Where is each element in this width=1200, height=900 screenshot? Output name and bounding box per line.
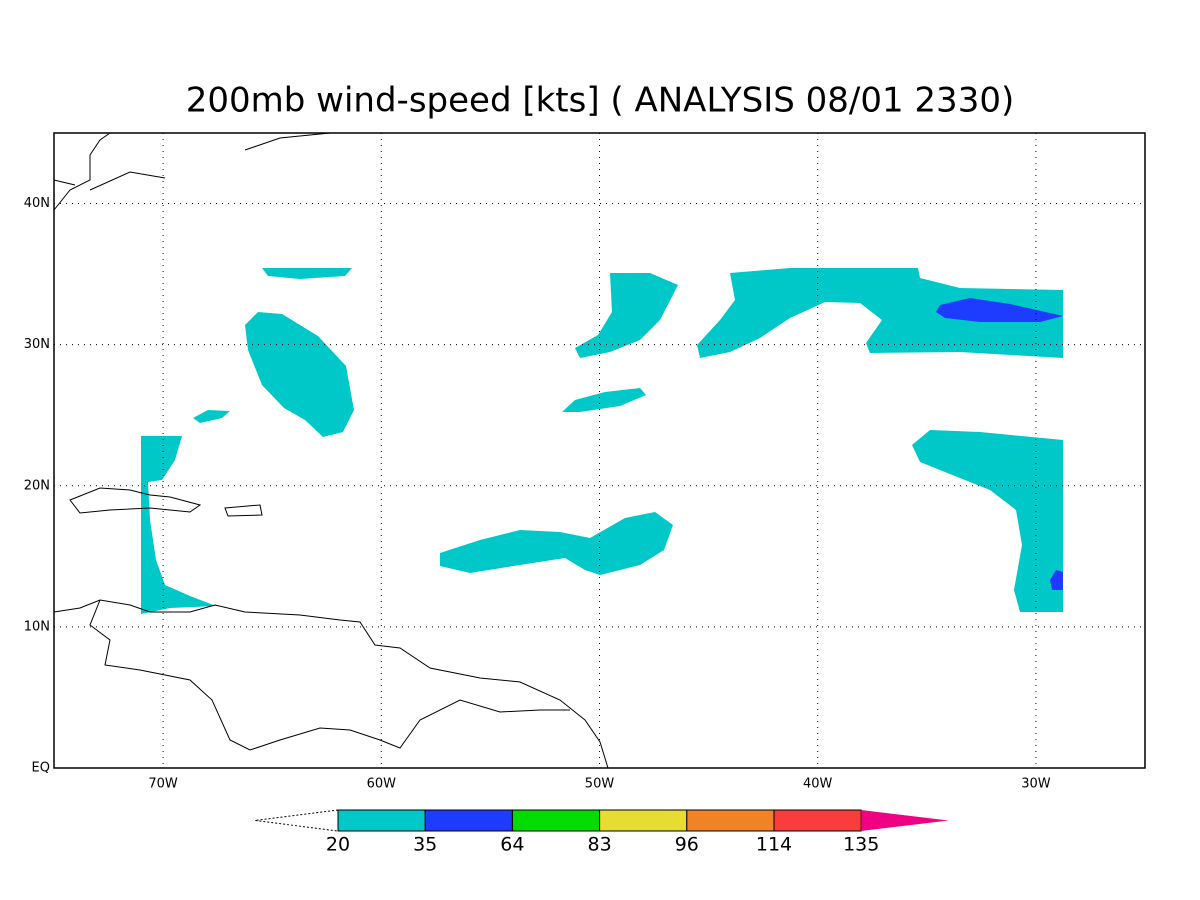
colorbar-label: 96 bbox=[675, 834, 699, 856]
coastline bbox=[89, 599, 570, 751]
coastline bbox=[224, 504, 263, 517]
x-tick-label: 50W bbox=[585, 777, 615, 792]
y-tick-label: 20N bbox=[24, 478, 50, 493]
y-tick-label: 30N bbox=[24, 337, 50, 352]
colorbar-box bbox=[424, 809, 513, 832]
wind-shading bbox=[141, 268, 1063, 614]
map-title: 200mb wind-speed [kts] ( ANALYSIS 08/01 … bbox=[186, 81, 1014, 121]
y-tick-label: 10N bbox=[24, 619, 50, 634]
coastline bbox=[53, 599, 609, 769]
wind-area bbox=[936, 298, 1063, 322]
colorbar-box bbox=[337, 809, 426, 832]
wind-area bbox=[697, 268, 1063, 358]
x-tick-label: 30W bbox=[1021, 777, 1051, 792]
colorbar: 20 35 64 83 96 114 135 bbox=[254, 809, 949, 856]
colorbar-box bbox=[773, 809, 862, 832]
colorbar-box bbox=[686, 809, 775, 832]
colorbar-label: 35 bbox=[413, 834, 437, 856]
coastline bbox=[69, 487, 202, 514]
colorbar-label: 20 bbox=[326, 834, 350, 856]
wind-area bbox=[440, 512, 673, 575]
wind-area bbox=[912, 430, 1063, 612]
y-tick-label: 40N bbox=[24, 196, 50, 211]
colorbar-label: 114 bbox=[756, 834, 792, 856]
colorbar-label: 64 bbox=[500, 834, 524, 856]
colorbar-label: 135 bbox=[843, 834, 879, 856]
grid: 70W 60W 50W 40W 30W EQ 10N 20N 30N 40N bbox=[24, 133, 1145, 792]
colorbar-under bbox=[254, 809, 339, 832]
y-tick-label: EQ bbox=[32, 761, 50, 776]
colorbar-over bbox=[861, 810, 949, 831]
coastline bbox=[53, 132, 331, 211]
wind-area bbox=[141, 436, 216, 614]
wind-area bbox=[193, 410, 230, 423]
coastlines bbox=[53, 132, 609, 769]
x-tick-label: 60W bbox=[367, 777, 397, 792]
colorbar-box bbox=[599, 809, 688, 832]
wind-area bbox=[562, 388, 646, 412]
wind-area bbox=[575, 273, 678, 358]
colorbar-box bbox=[511, 809, 601, 832]
wind-area bbox=[262, 268, 352, 279]
wind-area bbox=[1050, 570, 1063, 590]
wind-area bbox=[245, 312, 354, 437]
x-tick-label: 40W bbox=[803, 777, 833, 792]
x-tick-label: 70W bbox=[148, 777, 178, 792]
colorbar-label: 83 bbox=[588, 834, 612, 856]
